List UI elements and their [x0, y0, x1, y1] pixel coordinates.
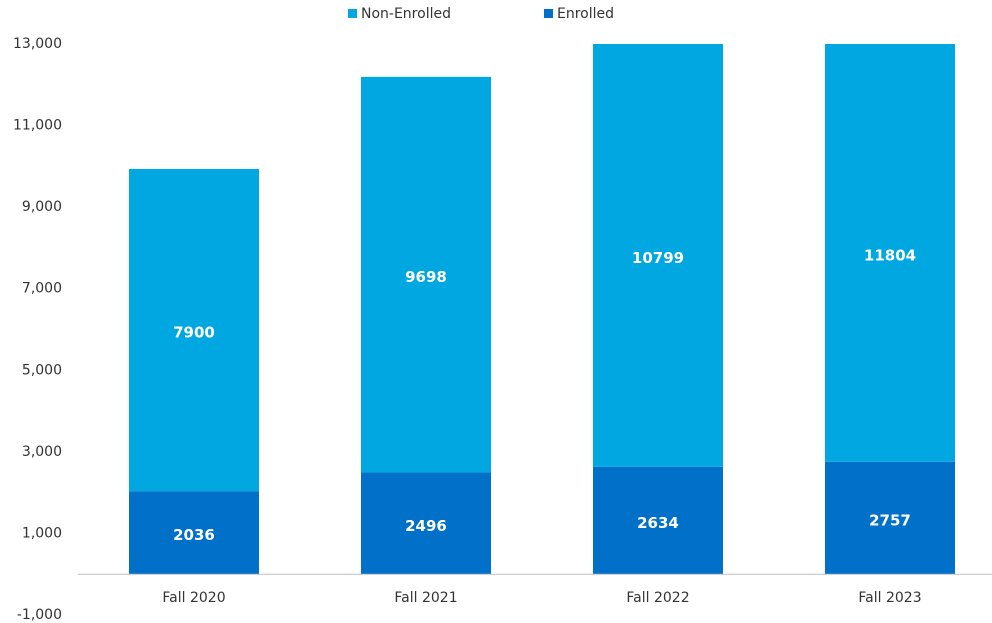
x-tick-label: Fall 2021 [394, 590, 457, 606]
bar-segment [593, 44, 723, 467]
bar-segment [593, 466, 723, 575]
data-label: 2634 [637, 514, 679, 532]
bar-segment [825, 461, 955, 575]
data-label: 7900 [173, 324, 215, 342]
bar-segment [825, 44, 955, 462]
bar-segment [361, 76, 491, 473]
data-label: 11804 [864, 246, 916, 264]
bar-segment [129, 168, 259, 492]
x-tick-label: Fall 2023 [858, 590, 921, 606]
y-tick-label: 5,000 [22, 362, 62, 378]
x-tick-label: Fall 2022 [626, 590, 689, 606]
data-label: 2757 [869, 511, 911, 529]
legend-swatch [544, 9, 553, 18]
data-label: 10799 [632, 249, 684, 267]
data-label: 2036 [173, 526, 215, 544]
bar-segment [361, 472, 491, 575]
y-tick-label: 11,000 [13, 118, 62, 134]
legend-label: Non-Enrolled [361, 6, 451, 22]
x-tick-label: Fall 2020 [162, 590, 225, 606]
y-tick-label: 9,000 [22, 199, 62, 215]
bar-segment [129, 491, 259, 575]
data-label: 9698 [405, 268, 447, 286]
legend-swatch [348, 9, 357, 18]
y-tick-label: 7,000 [22, 281, 62, 297]
y-tick-label: -1,000 [17, 607, 62, 623]
y-tick-label: 3,000 [22, 444, 62, 460]
y-tick-label: 1,000 [22, 525, 62, 541]
plot-area [129, 44, 955, 575]
y-tick-label: 13,000 [13, 36, 62, 52]
legend-label: Enrolled [557, 6, 614, 22]
data-label: 2496 [405, 517, 447, 535]
